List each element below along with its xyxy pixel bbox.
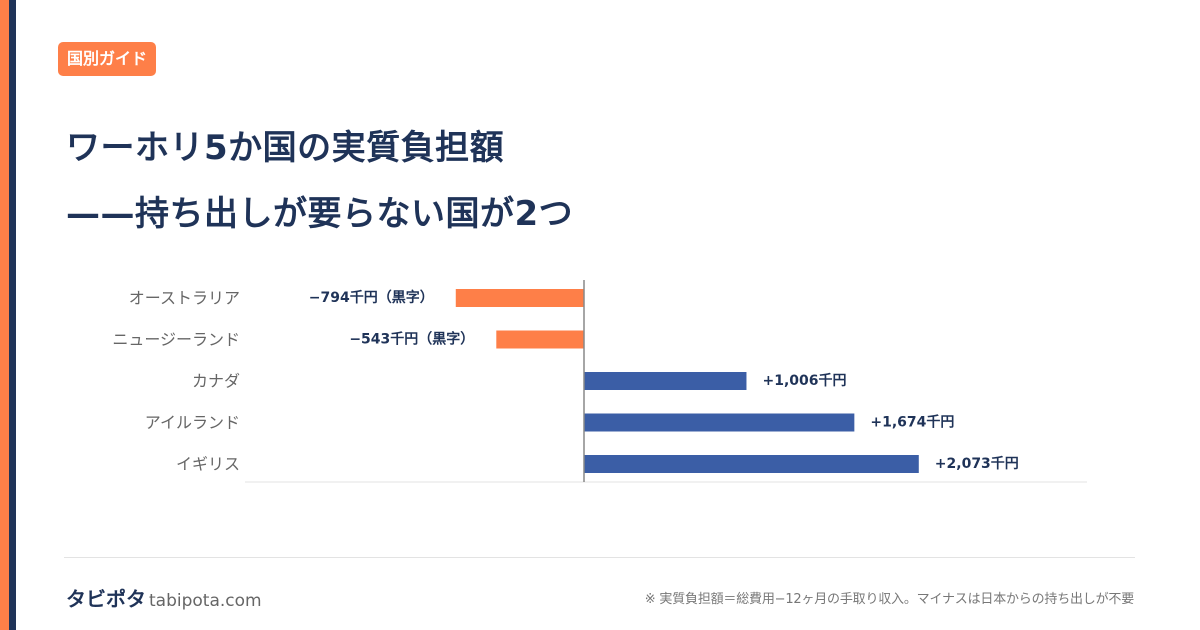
- brand: タビポタ tabipota.com: [66, 583, 262, 612]
- bar-chart: オーストラリア −794千円（黒字） ニュージーランド −543千円（黒字） カナダ +1…: [112, 280, 1087, 483]
- category-label: ニュージーランド: [112, 330, 240, 349]
- accent-stripe-orange: [0, 0, 9, 630]
- bar: [455, 289, 584, 307]
- page-title-line-1: ワーホリ5か国の実質負担額: [66, 128, 505, 168]
- category-label: イギリス: [176, 455, 240, 474]
- value-label: +2,073千円: [935, 455, 1019, 472]
- category-label: オーストラリア: [129, 289, 240, 308]
- bar: [496, 330, 584, 349]
- value-label: +1,674千円: [870, 414, 954, 431]
- value-label: −543千円（黒字）: [349, 331, 474, 348]
- brand-name: タビポタ: [66, 587, 146, 611]
- footnote: ※ 実質負担額＝総費用−12ヶ月の手取り収入。マイナスは日本からの持ち出しが不要: [644, 592, 1134, 607]
- value-label: −794千円（黒字）: [309, 289, 434, 306]
- accent-stripe-navy: [9, 0, 16, 630]
- bar: [584, 372, 747, 390]
- bar: [584, 455, 919, 473]
- category-label: カナダ: [192, 372, 240, 391]
- category-label: アイルランド: [145, 413, 240, 432]
- category-badge: 国別ガイド: [58, 42, 157, 76]
- value-label: +1,006千円: [762, 372, 846, 389]
- brand-domain: tabipota.com: [149, 591, 262, 611]
- bar: [584, 413, 855, 432]
- page-title-line-2: ——持ち出しが要らない国が2つ: [66, 194, 574, 234]
- footer-divider: [64, 557, 1135, 558]
